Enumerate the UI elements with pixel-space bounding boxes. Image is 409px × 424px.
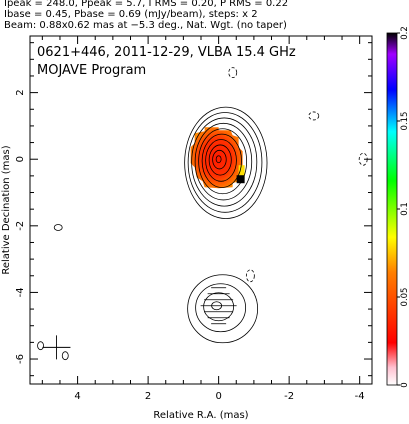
core-contour xyxy=(215,155,222,164)
colorbar-tick-label: 0.1 xyxy=(400,202,409,216)
southern-contour xyxy=(195,283,247,333)
core-contour xyxy=(194,122,253,201)
y-axis-label: Relative Decination (mas) xyxy=(1,145,12,274)
core-contour xyxy=(205,139,237,182)
x-tick-label: -4 xyxy=(355,391,365,402)
colorbar-tick-label: 0.05 xyxy=(400,288,409,307)
core-contour xyxy=(208,144,232,176)
colorbar-tick-label: 0.15 xyxy=(400,112,409,131)
core-contour xyxy=(212,149,227,170)
core-contour xyxy=(201,133,242,188)
x-tick-label: 0 xyxy=(215,391,221,402)
core-contour xyxy=(198,128,248,195)
header-stats-line-1: Ipeak = 248.0, Ppeak = 5.7, I RMS = 0.20… xyxy=(4,0,289,9)
contour-layer xyxy=(37,67,368,361)
noise-contour xyxy=(37,341,44,351)
colorbar-tick-label: 0 xyxy=(400,382,409,387)
southern-contour xyxy=(187,274,259,344)
negative-contour xyxy=(245,269,255,283)
core-contour xyxy=(191,117,258,207)
header-beam-line: Beam: 0.88x0.62 mas at −5.3 deg., Nat. W… xyxy=(4,20,287,31)
tick-layer: 4 2 0 -2 -4 2 0 -2 -4 -6 xyxy=(15,36,372,402)
negative-contour xyxy=(228,67,238,79)
x-tick-label: -2 xyxy=(284,391,294,402)
x-tick-label: 2 xyxy=(145,391,151,402)
noise-contour xyxy=(61,351,69,361)
noise-contour xyxy=(53,224,63,231)
header-stats-line-2: Ibase = 0.45, Pbase = 0.69 (mJy/beam), s… xyxy=(4,9,258,20)
colorbar-tick-label: 0.2 xyxy=(400,26,409,40)
plot-title: 0621+446, 2011-12-29, VLBA 15.4 GHz xyxy=(37,45,296,60)
y-tick-label: -4 xyxy=(15,287,26,297)
colorbar xyxy=(386,32,398,386)
y-tick-label: -2 xyxy=(15,221,26,231)
y-tick-label: 0 xyxy=(15,156,26,162)
core-contour xyxy=(187,112,263,213)
southern-contour xyxy=(203,292,235,322)
colorbar-ticks: 0 0.05 0.1 0.15 0.2 xyxy=(397,26,409,388)
core-contour xyxy=(184,106,268,219)
polarization-peak-pixel xyxy=(236,175,245,184)
plot-frame xyxy=(29,35,373,385)
x-axis-label: Relative R.A. (mas) xyxy=(153,410,248,421)
polarization-edge-yellow xyxy=(238,165,245,180)
y-tick-label: -6 xyxy=(15,354,26,364)
y-tick-label: 2 xyxy=(15,89,26,95)
x-tick-label: 4 xyxy=(74,391,80,402)
negative-contour xyxy=(308,111,320,121)
plot-subtitle: MOJAVE Program xyxy=(37,63,146,78)
